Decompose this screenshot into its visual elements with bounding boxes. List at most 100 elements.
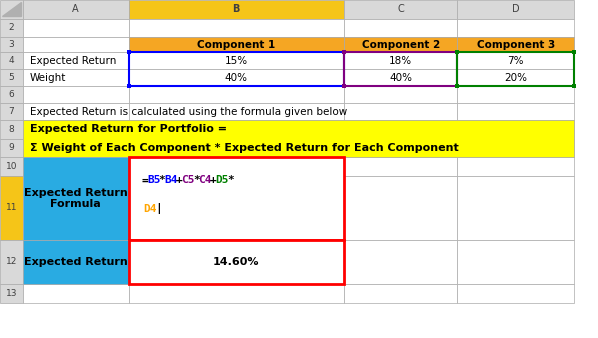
Bar: [23, 157, 129, 240]
Bar: [129, 240, 344, 284]
Bar: [344, 52, 457, 69]
Bar: [344, 37, 457, 52]
Bar: [344, 139, 457, 157]
Bar: [129, 69, 344, 86]
Text: 11: 11: [5, 203, 17, 212]
Bar: [23, 69, 129, 86]
Text: 40%: 40%: [225, 73, 248, 83]
Bar: [23, 240, 129, 284]
Polygon shape: [2, 2, 21, 16]
Text: 5: 5: [8, 73, 14, 82]
Text: Component 3: Component 3: [477, 40, 555, 50]
Text: *: *: [193, 175, 200, 185]
Text: 4: 4: [8, 56, 14, 65]
Bar: [457, 52, 574, 69]
Text: 7%: 7%: [508, 56, 524, 66]
Bar: [344, 86, 457, 103]
Bar: [23, 240, 129, 284]
Bar: [457, 86, 574, 103]
Text: 18%: 18%: [389, 56, 412, 66]
Text: +: +: [176, 175, 182, 185]
Text: 40%: 40%: [389, 73, 412, 83]
Text: C5: C5: [182, 175, 195, 185]
Bar: [344, 0, 457, 19]
Bar: [129, 103, 344, 120]
Bar: [344, 240, 457, 284]
Bar: [23, 157, 129, 176]
Text: Weight: Weight: [30, 73, 66, 83]
Bar: [23, 139, 129, 157]
Text: D5: D5: [216, 175, 229, 185]
Bar: [129, 52, 344, 69]
Text: 9: 9: [8, 143, 14, 152]
Bar: [457, 52, 574, 86]
Bar: [457, 19, 574, 37]
Text: |: |: [155, 203, 161, 214]
Bar: [23, 120, 574, 157]
Bar: [0, 19, 23, 37]
Bar: [457, 176, 574, 240]
Bar: [457, 69, 574, 86]
Bar: [129, 176, 344, 240]
Bar: [344, 120, 457, 139]
Text: C4: C4: [199, 175, 212, 185]
Bar: [23, 69, 129, 86]
Bar: [457, 37, 574, 52]
Bar: [129, 240, 344, 284]
Text: 2: 2: [8, 23, 14, 32]
Bar: [129, 52, 344, 69]
Text: B5: B5: [148, 175, 161, 185]
Bar: [129, 37, 344, 52]
Bar: [23, 176, 129, 240]
Text: *: *: [227, 175, 234, 185]
Text: 8: 8: [8, 125, 14, 134]
Bar: [344, 52, 457, 69]
Text: A: A: [72, 4, 79, 14]
Bar: [457, 0, 574, 19]
Text: 13: 13: [5, 289, 17, 298]
Bar: [0, 37, 23, 52]
Bar: [23, 37, 129, 52]
Bar: [0, 284, 23, 303]
Bar: [344, 69, 457, 86]
Bar: [129, 52, 344, 86]
Text: 7: 7: [8, 107, 14, 116]
Bar: [0, 0, 23, 19]
Bar: [457, 240, 574, 284]
Bar: [344, 69, 457, 86]
Text: D: D: [512, 4, 520, 14]
Bar: [129, 69, 344, 86]
Text: D4: D4: [144, 203, 157, 214]
Bar: [0, 176, 23, 240]
Text: Expected Return
Formula: Expected Return Formula: [24, 188, 127, 209]
Text: =: =: [142, 175, 148, 185]
Bar: [23, 86, 129, 103]
Bar: [23, 52, 129, 69]
Text: 3: 3: [8, 40, 14, 49]
Bar: [129, 86, 344, 103]
Text: Expected Return for Portfolio =: Expected Return for Portfolio =: [30, 124, 227, 134]
Bar: [344, 284, 457, 303]
Bar: [457, 52, 574, 69]
Text: Σ Weight of Each Component * Expected Return for Each Component: Σ Weight of Each Component * Expected Re…: [30, 143, 459, 153]
Text: 15%: 15%: [225, 56, 248, 66]
Bar: [457, 69, 574, 86]
Bar: [23, 103, 129, 120]
Bar: [344, 176, 457, 240]
Text: 6: 6: [8, 90, 14, 99]
Bar: [23, 120, 129, 139]
Bar: [129, 19, 344, 37]
Bar: [0, 139, 23, 157]
Text: Expected Return is calculated using the formula given below: Expected Return is calculated using the …: [30, 106, 347, 117]
Text: *: *: [159, 175, 166, 185]
Bar: [129, 120, 344, 139]
Bar: [129, 37, 344, 52]
Bar: [0, 240, 23, 284]
Bar: [0, 157, 23, 176]
Bar: [129, 139, 344, 157]
Bar: [23, 284, 129, 303]
Text: 10: 10: [5, 162, 17, 171]
Bar: [344, 37, 457, 52]
Bar: [457, 103, 574, 120]
Bar: [344, 157, 457, 176]
